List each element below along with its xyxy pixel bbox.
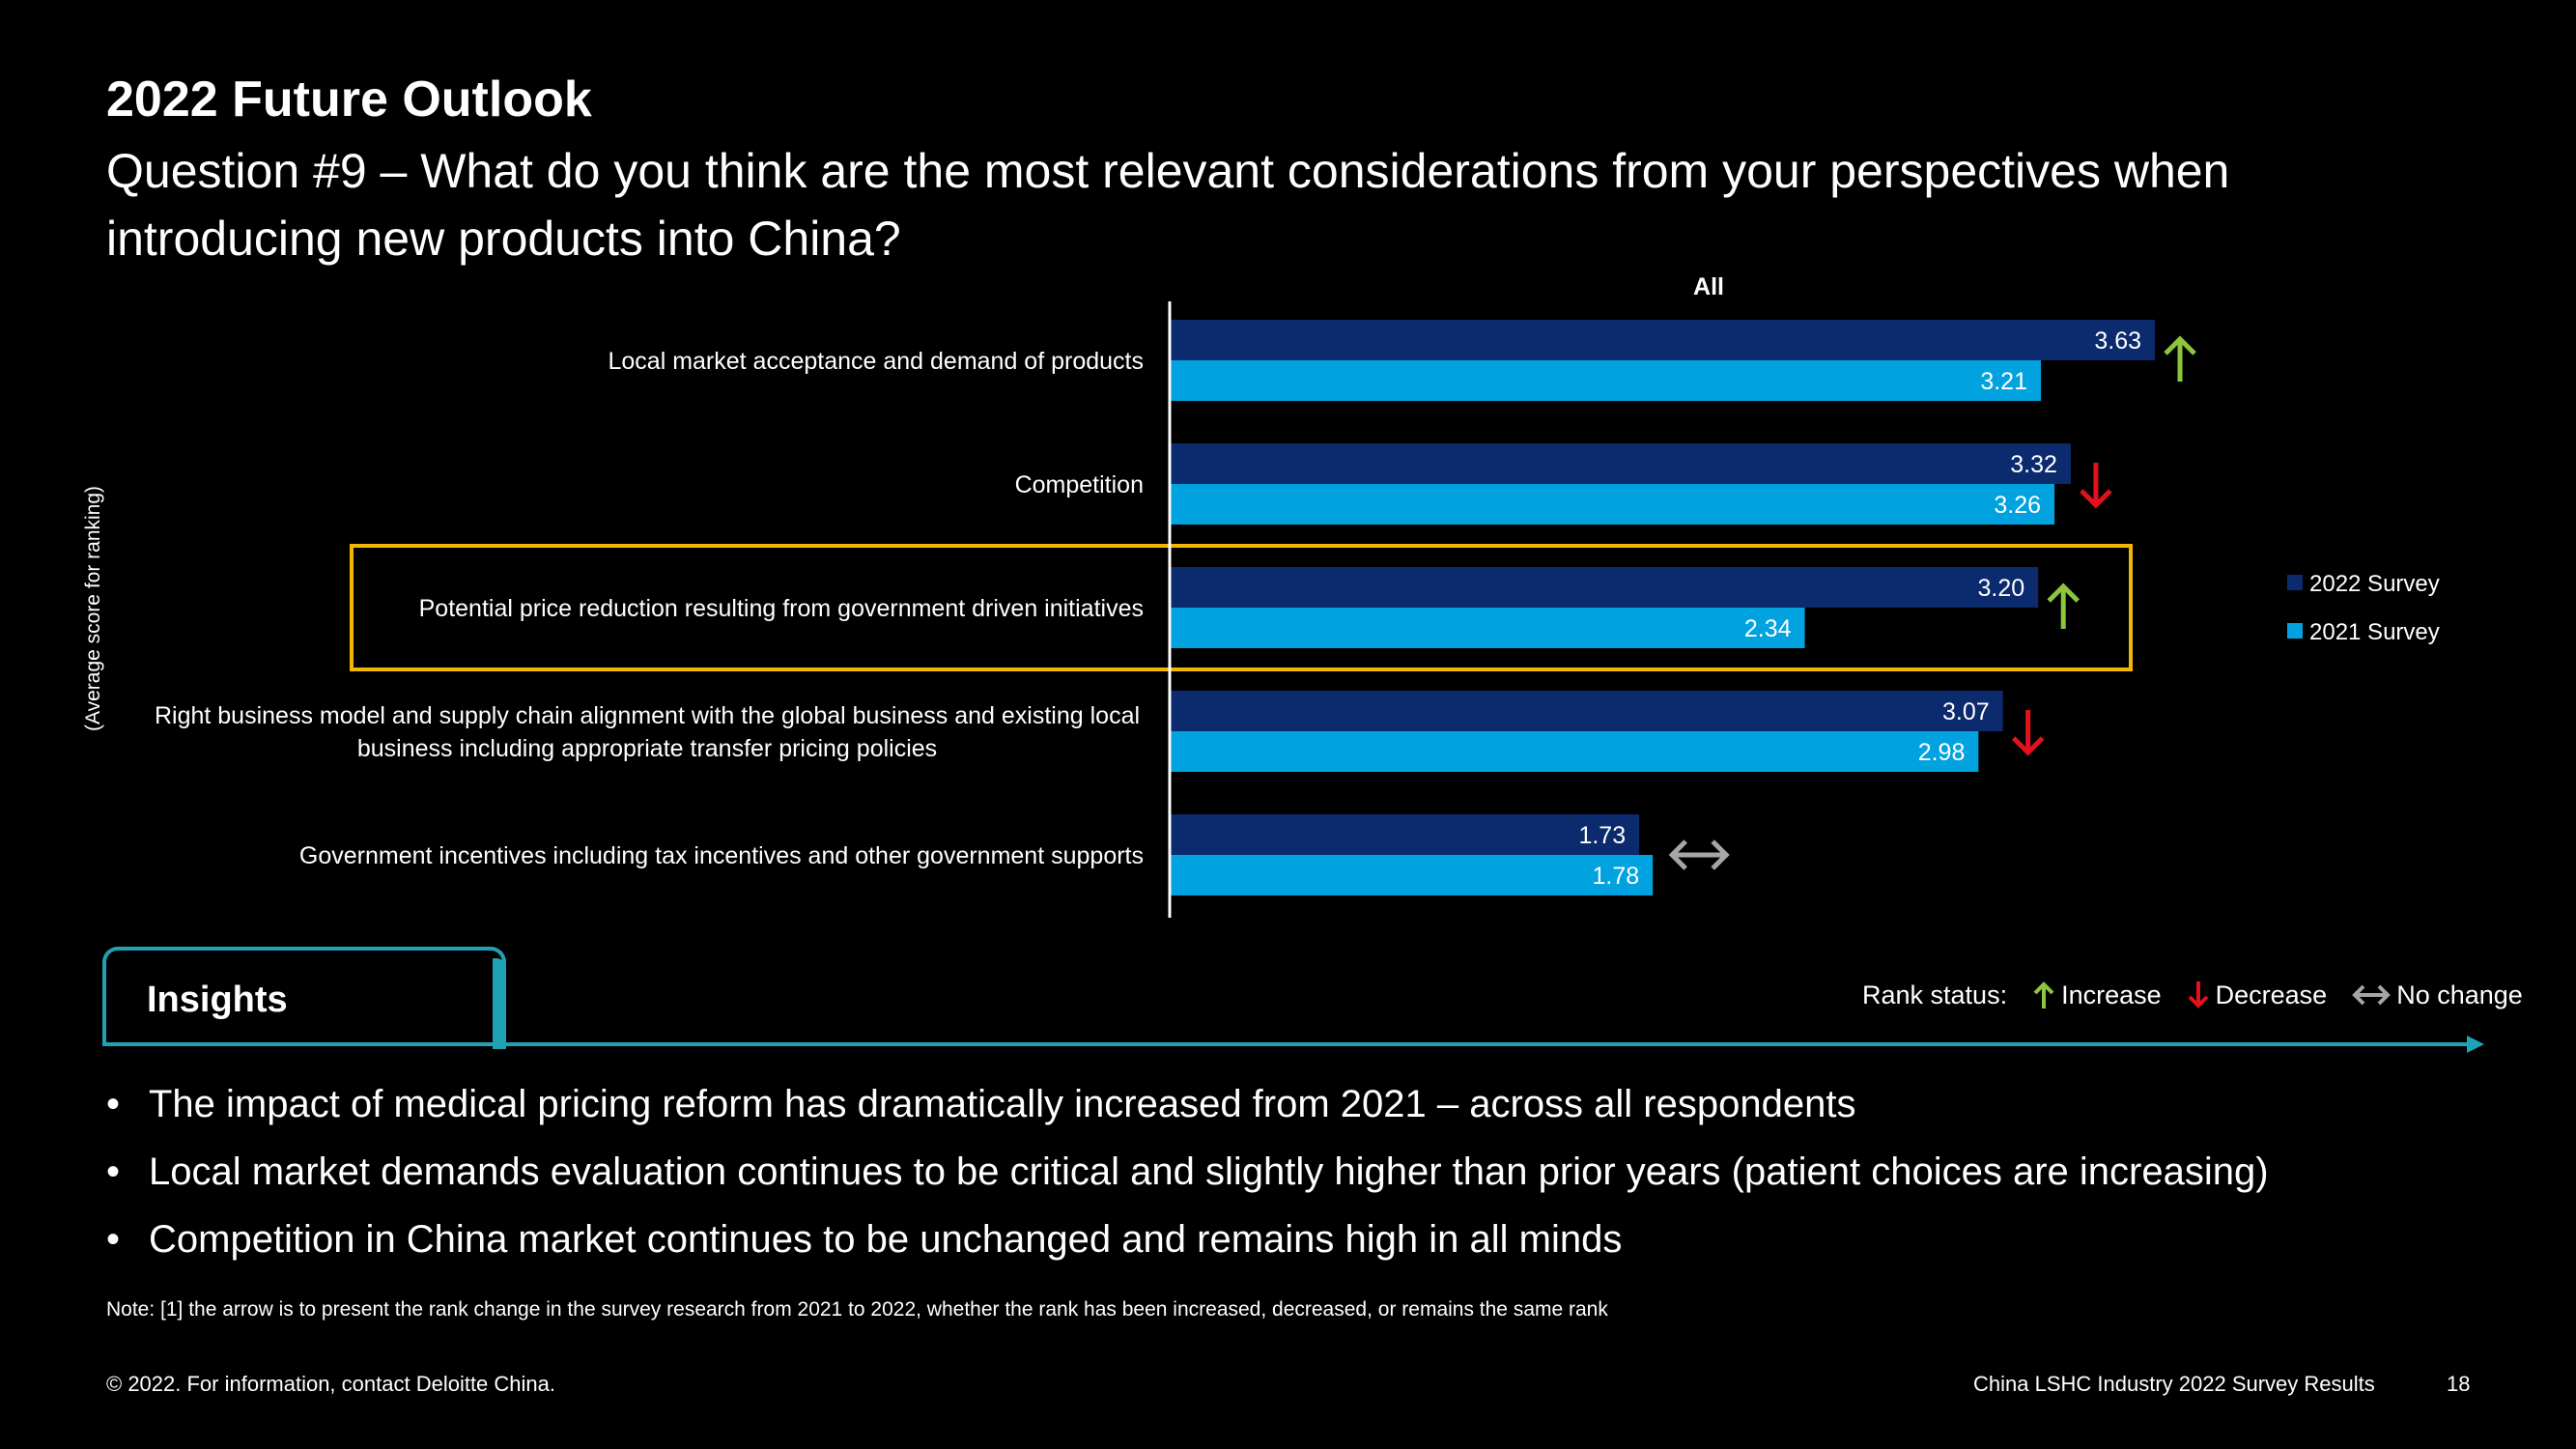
bar-2021 xyxy=(1170,608,1805,648)
chart-title: All xyxy=(1693,273,1724,300)
footnote: Note: [1] the arrow is to present the ra… xyxy=(106,1298,1608,1321)
footer-copyright: © 2022. For information, contact Deloitt… xyxy=(106,1372,555,1396)
page-number: 18 xyxy=(2447,1372,2471,1396)
data-label: 3.32 xyxy=(2010,451,2057,478)
data-label: 3.07 xyxy=(1942,698,1990,725)
decrease-arrow-icon xyxy=(2011,710,2045,756)
data-label: 2.34 xyxy=(1744,615,1792,642)
rank-status-no-change: No change xyxy=(2352,980,2523,1010)
highlight-box xyxy=(350,544,2133,671)
insights-label: Insights xyxy=(147,980,288,1020)
insight-bullet: Competition in China market continues to… xyxy=(106,1206,2482,1273)
y-axis-label: (Average score for ranking) xyxy=(82,486,104,731)
bar-2021 xyxy=(1170,855,1654,895)
bar-2022 xyxy=(1170,443,2071,484)
bar-2022 xyxy=(1170,691,2003,731)
rank-status-decrease-label: Decrease xyxy=(2215,980,2328,1009)
rank-status-increase: Increase xyxy=(2032,980,2162,1010)
divider-arrowhead xyxy=(2467,1036,2484,1053)
category-label: Potential price reduction resulting from… xyxy=(419,595,1144,622)
data-label: 1.78 xyxy=(1593,863,1640,890)
legend-swatch xyxy=(2287,623,2303,639)
decrease-arrow-icon xyxy=(2080,463,2112,509)
slide-title: 2022 Future Outlook xyxy=(106,71,592,128)
category-label-line: Potential price reduction resulting from… xyxy=(419,595,1144,622)
decrease-arrow-icon xyxy=(2188,981,2209,1009)
slide-question: Question #9 – What do you think are the … xyxy=(106,144,2230,266)
insights-tab: Insights xyxy=(102,947,506,1049)
bar-2022 xyxy=(1170,320,2156,360)
category-label-line: Right business model and supply chain al… xyxy=(155,702,1140,729)
category-label: Government incentives including tax ince… xyxy=(299,842,1144,869)
bar-2022 xyxy=(1170,567,2039,608)
category-label: Local market acceptance and demand of pr… xyxy=(608,348,1144,375)
rank-status-legend: Rank status: Increase Decrease No change xyxy=(1862,980,2523,1010)
data-label: 1.73 xyxy=(1578,822,1626,849)
bar-2022 xyxy=(1170,814,1640,855)
rank-status-increase-label: Increase xyxy=(2061,980,2162,1009)
category-label: Competition xyxy=(1015,471,1144,498)
legend-label: 2021 Survey xyxy=(2309,619,2440,645)
increase-arrow-icon xyxy=(2033,981,2054,1009)
increase-arrow-icon xyxy=(2164,335,2196,382)
insight-bullet: Local market demands evaluation continue… xyxy=(106,1138,2482,1206)
data-label: 3.21 xyxy=(1980,368,2027,395)
rank-status-no-change-label: No change xyxy=(2396,980,2523,1009)
category-label-line: Local market acceptance and demand of pr… xyxy=(608,348,1144,375)
legend-label: 2022 Survey xyxy=(2309,571,2440,597)
increase-arrow-icon xyxy=(2047,582,2080,629)
category-label: Right business model and supply chain al… xyxy=(155,702,1140,762)
insights-list: The impact of medical pricing reform has… xyxy=(106,1070,2482,1273)
category-label-line: Government incentives including tax ince… xyxy=(299,842,1144,869)
legend-swatch xyxy=(2287,575,2303,590)
insights-divider xyxy=(102,1042,2469,1046)
no-change-arrow-icon xyxy=(1668,839,1730,870)
footer-report-title: China LSHC Industry 2022 Survey Results xyxy=(1973,1372,2375,1396)
category-label-line: business including appropriate transfer … xyxy=(357,735,937,762)
rank-status-decrease: Decrease xyxy=(2187,980,2328,1010)
bar-2021 xyxy=(1170,731,1979,772)
bar-2021 xyxy=(1170,484,2055,525)
category-label-line: Competition xyxy=(1015,471,1144,498)
data-label: 3.63 xyxy=(2094,327,2141,355)
data-label: 3.26 xyxy=(1994,492,2041,519)
data-label: 2.98 xyxy=(1918,739,1966,766)
data-label: 3.20 xyxy=(1978,575,2025,602)
no-change-arrow-icon xyxy=(2352,984,2392,1006)
bar-2021 xyxy=(1170,360,2042,401)
rank-status-label: Rank status: xyxy=(1862,980,2008,1009)
bar-chart: All (Average score for ranking) Local mark… xyxy=(82,273,2440,918)
insight-bullet: The impact of medical pricing reform has… xyxy=(106,1070,2482,1138)
